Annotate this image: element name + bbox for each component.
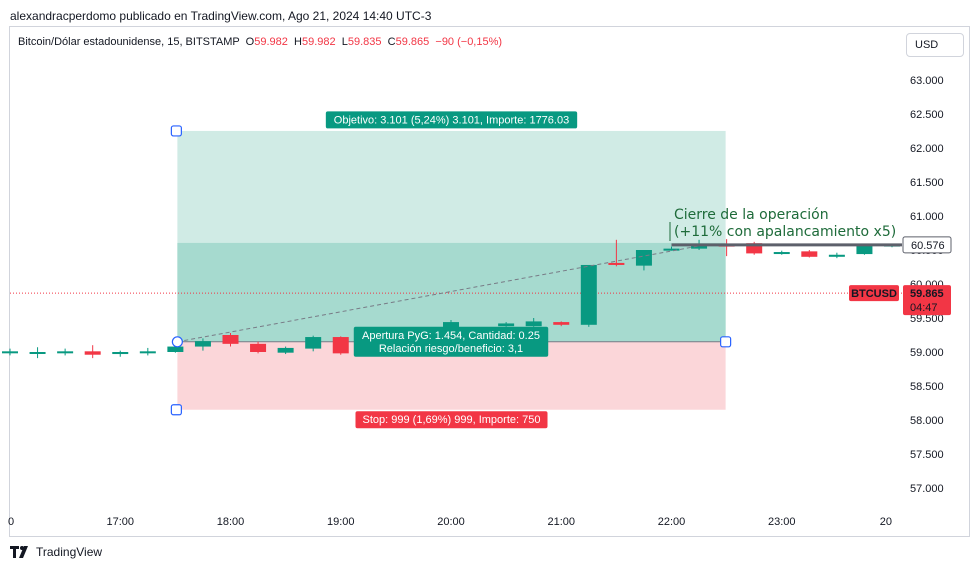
candle-body — [801, 251, 818, 257]
target-label[interactable]: Objetivo: 3.101 (5,24%) 3.101, Importe: … — [325, 111, 578, 129]
y-tick-label: 58.500 — [910, 381, 944, 393]
annotation-line2: (+11% con apalancamiento x5) — [674, 224, 896, 240]
candle-body — [635, 250, 652, 266]
chart-frame — [9, 26, 970, 537]
candle-body — [250, 343, 267, 352]
open-label: O — [245, 36, 255, 48]
footer-brand: TradingView — [10, 545, 102, 559]
candle-body — [112, 352, 129, 355]
drag-handle — [720, 336, 732, 348]
candle-body — [167, 346, 184, 352]
x-tick-label: 19:00 — [327, 516, 355, 528]
candle-body — [277, 347, 294, 353]
x-tick-label: 17:00 — [106, 516, 134, 528]
price-marker-outline — [902, 236, 952, 254]
candle-body — [139, 351, 156, 354]
currency-button[interactable]: USD — [906, 33, 964, 57]
y-tick-label: 58.000 — [910, 415, 944, 427]
x-tick-label: 18:00 — [217, 516, 245, 528]
candle-body — [828, 254, 845, 257]
y-tick-label: 62.500 — [910, 109, 944, 121]
x-tick-label: 23:00 — [768, 516, 796, 528]
candle-body — [305, 337, 322, 349]
candle-body — [663, 248, 680, 251]
close-label: C — [387, 36, 396, 48]
y-tick-label: 63.000 — [910, 75, 944, 87]
last-price-marker — [903, 285, 951, 316]
candle-body — [222, 335, 239, 344]
low-label: L — [341, 36, 348, 48]
candle-body — [856, 245, 873, 255]
x-tick-label: 20:00 — [437, 516, 465, 528]
candle-body — [608, 262, 625, 265]
y-tick-label: 61.500 — [910, 177, 944, 189]
candle-body — [57, 351, 74, 354]
brand-name: TradingView — [36, 545, 103, 559]
x-tick-label: 20 — [880, 516, 892, 528]
target-label-text: Objetivo: 3.101 (5,24%) 3.101, Importe: … — [334, 114, 569, 126]
symbol-marker-text: BTCUSD — [851, 288, 897, 300]
y-tick-label: 57.500 — [910, 449, 944, 461]
y-tick-label: 57.000 — [910, 483, 944, 495]
stop-label[interactable]: Stop: 999 (1,69%) 999, Importe: 750 — [355, 411, 548, 429]
candle-body — [746, 243, 763, 254]
x-tick-label: 21:00 — [547, 516, 575, 528]
last-price-countdown-text: 04:47 — [910, 302, 938, 314]
candle-body — [84, 351, 101, 355]
high-label: H — [294, 36, 302, 48]
candle-body — [580, 264, 597, 325]
open-value: 59.982 — [254, 36, 288, 48]
annotation-line1: Cierre de la operación — [674, 207, 829, 223]
publisher-line: alexandracperdomo publicado en TradingVi… — [10, 9, 432, 23]
trade-path-line — [177, 245, 700, 343]
y-tick-label: 61.000 — [910, 211, 944, 223]
stop-label-text: Stop: 999 (1,69%) 999, Importe: 750 — [363, 414, 541, 426]
symbol-legend: Bitcoin/Dólar estadounidense, 15, BITSTA… — [18, 36, 502, 48]
tradingview-logo-icon — [10, 546, 28, 558]
symbol-name: Bitcoin/Dólar estadounidense, 15, BITSTA… — [18, 36, 240, 48]
candle-body — [2, 351, 18, 354]
pnl-label[interactable]: Apertura PyG: 1.454, Cantidad: 0.25Relac… — [353, 326, 549, 357]
candle-body — [332, 337, 349, 354]
low-value: 59.835 — [347, 36, 382, 48]
candle-body — [525, 321, 542, 327]
pnl-label-bg — [353, 326, 549, 357]
candle-body — [29, 352, 46, 354]
drag-handle — [170, 125, 182, 137]
stop-label-bg — [355, 411, 548, 429]
candle-body — [498, 323, 515, 327]
y-tick-label: 59.500 — [910, 313, 944, 325]
entry-handle — [171, 336, 183, 348]
pnl-label-text: Relación riesgo/beneficio: 3,1 — [379, 343, 523, 355]
pnl-label-text: Apertura PyG: 1.454, Cantidad: 0.25 — [362, 330, 540, 342]
candle-body — [773, 252, 790, 255]
y-tick-label: 59.000 — [910, 347, 944, 359]
drag-handle — [170, 404, 182, 416]
x-tick-label: 22:00 — [658, 516, 686, 528]
price-marker-outline-text: 60.576 — [911, 240, 945, 252]
target-label-bg — [325, 111, 578, 129]
high-value: 59.982 — [301, 36, 336, 48]
symbol-marker — [849, 285, 899, 302]
candle-body — [691, 244, 708, 249]
close-value: 59.865 — [395, 36, 430, 48]
candle-body — [553, 322, 570, 325]
last-price-marker-text: 59.865 — [910, 288, 944, 300]
x-tick-label: 0 — [8, 516, 14, 528]
candle-body — [194, 341, 211, 347]
change-value: −90 (−0,15%) — [435, 36, 503, 48]
y-tick-label: 62.000 — [910, 143, 944, 155]
